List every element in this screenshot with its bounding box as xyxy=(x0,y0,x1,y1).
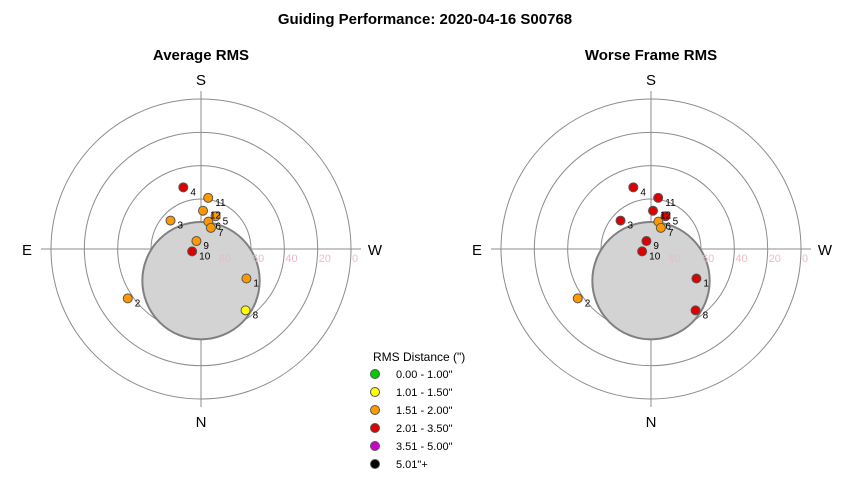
data-point xyxy=(572,293,583,304)
ring-label: 60 xyxy=(252,253,264,265)
ring-label: 20 xyxy=(319,253,331,265)
ring-label: 0 xyxy=(352,253,358,265)
legend-entry-label: 3.51 - 5.00" xyxy=(396,441,453,453)
legend-title: RMS Distance (") xyxy=(373,350,465,364)
legend: RMS Distance (") 0.00 - 1.00" 1.01 - 1.50"… xyxy=(370,350,465,471)
data-point xyxy=(122,293,133,304)
data-point xyxy=(641,236,652,247)
ring-label: 0 xyxy=(802,253,808,265)
legend-marker xyxy=(370,405,380,415)
data-point xyxy=(691,273,702,284)
direction-label-north: N xyxy=(646,414,657,431)
data-point xyxy=(655,222,666,233)
direction-label-east: E xyxy=(22,242,32,259)
data-point-label: 11 xyxy=(665,198,676,209)
legend-entry-label: 5.01"+ xyxy=(396,459,428,471)
data-point xyxy=(648,205,659,216)
direction-label-west: W xyxy=(368,242,383,259)
legend-entry-label: 1.51 - 2.00" xyxy=(396,405,453,417)
data-point-label: 12 xyxy=(660,211,672,222)
data-point-label: 9 xyxy=(653,241,659,252)
data-point xyxy=(187,246,198,257)
data-point xyxy=(241,273,252,284)
data-point-label: 11 xyxy=(215,198,226,209)
legend-entry-label: 2.01 - 3.50" xyxy=(396,423,453,435)
data-point xyxy=(240,305,251,316)
data-point xyxy=(191,236,202,247)
data-point-label: 12 xyxy=(210,211,222,222)
data-point xyxy=(198,205,209,216)
data-point-label: 6 xyxy=(665,222,671,233)
subplot-title: Average RMS xyxy=(153,47,249,64)
data-point xyxy=(637,246,648,257)
data-point xyxy=(615,215,626,226)
ring-label: 80 xyxy=(669,253,681,265)
legend-marker xyxy=(370,441,380,451)
data-point-label: 7 xyxy=(668,228,674,239)
legend-entry-label: 0.00 - 1.00" xyxy=(396,369,453,381)
direction-label-east: E xyxy=(472,242,482,259)
data-point-label: 2 xyxy=(135,298,141,309)
data-point-label: 1 xyxy=(253,279,259,290)
data-point xyxy=(165,215,176,226)
data-point-label: 8 xyxy=(253,310,259,321)
data-point xyxy=(660,211,671,222)
ring-label: 80 xyxy=(219,253,231,265)
legend-marker xyxy=(370,369,380,379)
obstruction-area xyxy=(141,220,261,341)
data-point-label: 4 xyxy=(190,187,196,198)
data-point-label: 5 xyxy=(673,216,679,227)
direction-label-west: W xyxy=(818,242,833,259)
data-point xyxy=(178,182,189,193)
legend-marker xyxy=(370,459,380,469)
data-point xyxy=(203,192,214,203)
legend-marker xyxy=(370,423,380,433)
ring-label: 40 xyxy=(735,253,747,265)
data-point-label: 2 xyxy=(585,298,591,309)
data-point xyxy=(210,211,221,222)
ring-label: 20 xyxy=(769,253,781,265)
data-point-label: 7 xyxy=(218,228,224,239)
data-point-label: 10 xyxy=(649,251,661,262)
data-point xyxy=(205,222,216,233)
subplot-title: Worse Frame RMS xyxy=(585,47,717,64)
obstruction-area xyxy=(591,220,711,341)
data-point xyxy=(690,305,701,316)
direction-label-south: S xyxy=(196,72,206,89)
data-point xyxy=(628,182,639,193)
ring-label: 60 xyxy=(702,253,714,265)
direction-label-south: S xyxy=(646,72,656,89)
data-point-label: 9 xyxy=(203,241,209,252)
legend-marker xyxy=(370,387,380,397)
ring-label: 40 xyxy=(285,253,297,265)
direction-label-north: N xyxy=(196,414,207,431)
data-point xyxy=(653,192,664,203)
data-point-label: 8 xyxy=(703,310,709,321)
data-point-label: 5 xyxy=(223,216,229,227)
figure-title: Guiding Performance: 2020-04-16 S00768 xyxy=(278,11,572,28)
data-point-label: 3 xyxy=(178,221,184,232)
legend-entry-label: 1.01 - 1.50" xyxy=(396,387,453,399)
data-point-label: 10 xyxy=(199,251,211,262)
data-point-label: 3 xyxy=(628,221,634,232)
data-point-label: 1 xyxy=(703,279,709,290)
data-point-label: 4 xyxy=(640,187,646,198)
data-point-label: 6 xyxy=(215,222,221,233)
